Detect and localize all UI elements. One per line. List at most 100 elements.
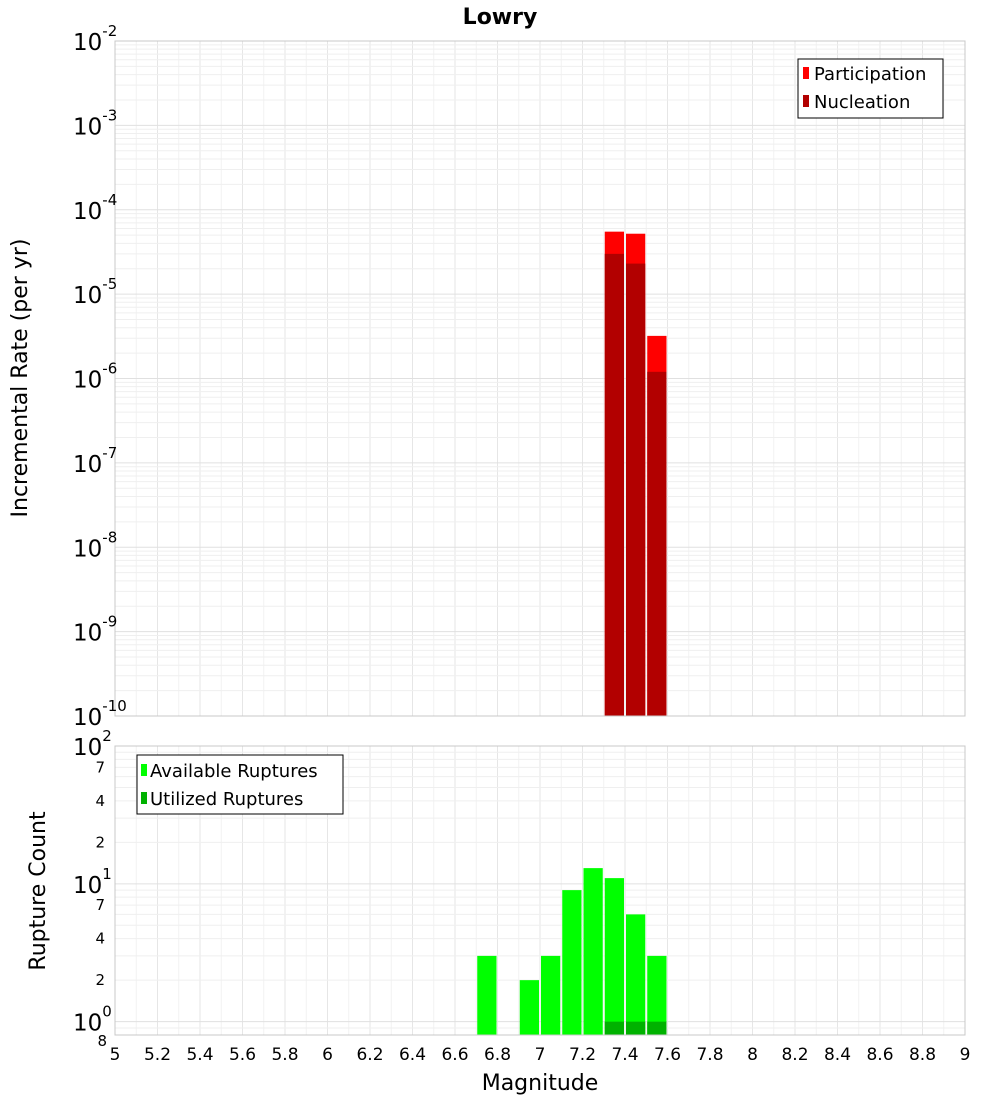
y-tick-exponent: -8 [102, 528, 117, 546]
bar-secondary [647, 371, 667, 716]
y-tick-label: 102 [73, 727, 112, 761]
x-tick-label: 7 [535, 1045, 546, 1065]
x-tick-label: 5.4 [186, 1045, 213, 1065]
top-y-axis-label: Incremental Rate (per yr) [8, 239, 33, 518]
y-tick-base: 10 [73, 114, 102, 140]
bottom-y-axis-label: Rupture Count [26, 811, 51, 971]
y-tick-label: 10-10 [73, 697, 127, 731]
y-tick-label: 10-5 [73, 275, 117, 309]
y-tick-label: 100 [73, 1003, 112, 1037]
y-tick-base: 10 [73, 283, 102, 309]
x-tick-label: 5 [110, 1045, 121, 1065]
bottom-bars [477, 868, 667, 1035]
x-tick-label: 7.6 [654, 1045, 681, 1065]
y-tick-label: 10-6 [73, 360, 117, 394]
top-legend-box [797, 58, 944, 119]
y-tick-exponent: -10 [102, 697, 127, 715]
bar-primary [604, 878, 624, 1035]
y-minor-tick-label: 8 [97, 1032, 107, 1050]
x-tick-label: 5.8 [271, 1045, 298, 1065]
x-tick-label: 6.4 [399, 1045, 426, 1065]
y-tick-exponent: -7 [102, 444, 117, 462]
y-minor-tick-label: 4 [95, 792, 105, 810]
y-tick-base: 10 [73, 621, 102, 647]
bar-secondary [604, 253, 624, 716]
y-minor-tick-label: 7 [95, 758, 105, 776]
top-legend: Participation Nucleation [797, 58, 944, 119]
x-axis-label: Magnitude [482, 1071, 599, 1096]
top-bars [604, 231, 667, 716]
bar-primary [647, 955, 667, 1035]
y-tick-base: 10 [73, 735, 102, 761]
bar-secondary [626, 263, 646, 716]
bar-primary [477, 955, 497, 1035]
legend-label-utilized: Utilized Ruptures [150, 789, 303, 810]
y-tick-exponent: -9 [102, 613, 117, 631]
y-tick-label: 10-2 [73, 22, 117, 56]
y-tick-exponent: 2 [102, 727, 112, 745]
legend-label-participation: Participation [814, 64, 926, 85]
x-tick-label: 6.6 [441, 1045, 468, 1065]
y-minor-tick-label: 7 [95, 896, 105, 914]
y-tick-label: 10-3 [73, 106, 117, 140]
x-tick-label: 6.2 [356, 1045, 383, 1065]
y-tick-base: 10 [73, 368, 102, 394]
y-minor-tick-label: 2 [95, 971, 105, 989]
x-tick-label: 8.2 [781, 1045, 808, 1065]
bottom-legend-box [136, 754, 344, 815]
bar-primary [562, 890, 582, 1035]
y-tick-base: 10 [73, 199, 102, 225]
x-tick-label: 8 [747, 1045, 758, 1065]
y-minor-tick-label: 2 [95, 833, 105, 851]
y-tick-base: 10 [73, 30, 102, 56]
y-tick-exponent: -4 [102, 191, 117, 209]
y-tick-exponent: 1 [102, 865, 112, 883]
y-tick-label: 10-9 [73, 613, 117, 647]
y-tick-exponent: -2 [102, 22, 117, 40]
x-tick-label: 9 [960, 1045, 971, 1065]
y-tick-base: 10 [73, 1011, 102, 1037]
bottom-plot-border [114, 745, 966, 1036]
bar-primary [626, 914, 646, 1035]
x-tick-labels: 5 5.2 5.4 5.6 5.8 6 6.2 6.4 6.6 6.8 7 7.2 7.4 7.6 7.8 8… [110, 1045, 971, 1065]
legend-swatch-available [141, 764, 147, 776]
y-minor-tick-label: 4 [95, 930, 105, 948]
y-tick-exponent: -5 [102, 275, 117, 293]
bar-secondary [604, 1021, 624, 1035]
legend-label-nucleation: Nucleation [814, 92, 910, 113]
y-tick-base: 10 [73, 705, 102, 731]
bar-primary [583, 868, 603, 1035]
bar-primary [519, 980, 539, 1035]
top-grid [114, 40, 966, 717]
y-tick-label: 10-7 [73, 444, 117, 478]
y-tick-base: 10 [73, 536, 102, 562]
legend-label-available: Available Ruptures [150, 761, 318, 782]
bottom-legend: Available Ruptures Utilized Ruptures [136, 754, 344, 815]
x-tick-label: 5.2 [144, 1045, 171, 1065]
x-tick-label: 6 [322, 1045, 333, 1065]
x-tick-label: 8.4 [824, 1045, 851, 1065]
legend-swatch-utilized [141, 792, 147, 804]
y-tick-base: 10 [73, 452, 102, 478]
x-tick-label: 7.2 [569, 1045, 596, 1065]
bar-primary [541, 955, 561, 1035]
y-tick-label: 101 [73, 865, 112, 899]
x-tick-label: 7.4 [611, 1045, 638, 1065]
y-tick-exponent: -6 [102, 360, 117, 378]
x-tick-label: 5.6 [229, 1045, 256, 1065]
x-tick-label: 7.8 [696, 1045, 723, 1065]
y-tick-label: 10-8 [73, 528, 117, 562]
chart-title: Lowry [463, 5, 538, 30]
x-tick-label: 8.8 [909, 1045, 936, 1065]
bar-secondary [647, 1021, 667, 1035]
y-tick-label: 10-4 [73, 191, 117, 225]
x-tick-label: 8.6 [866, 1045, 893, 1065]
legend-swatch-nucleation [803, 95, 809, 107]
top-plot-border [114, 40, 966, 717]
y-tick-exponent: -3 [102, 106, 117, 124]
